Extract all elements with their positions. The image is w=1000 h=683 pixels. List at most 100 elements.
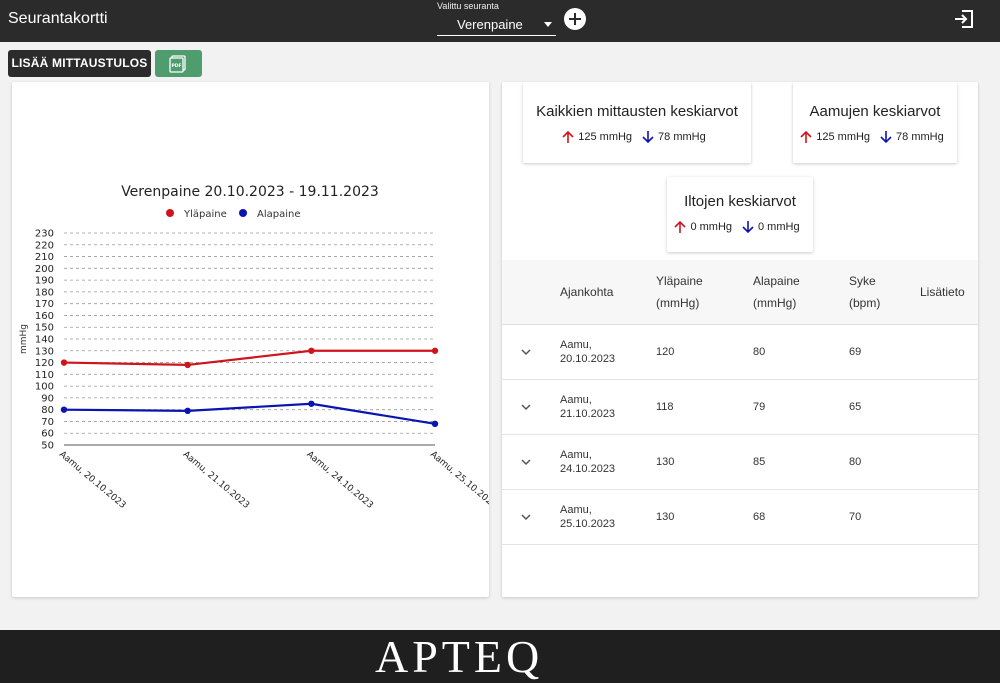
row-diastolic: 80 xyxy=(753,346,766,358)
chevron-down-icon xyxy=(544,22,552,27)
chevron-down-icon[interactable] xyxy=(519,510,533,524)
header-diastolic-unit: (mmHg) xyxy=(753,296,797,310)
row-time: Aamu, 21.10.2023 xyxy=(560,393,640,421)
average-mornings-card: Aamujen keskiarvot 125 mmHg 78 mmHg xyxy=(793,82,957,163)
y-tick-label: 160 xyxy=(35,311,54,322)
row-diastolic: 68 xyxy=(753,511,766,523)
row-pulse: 80 xyxy=(849,456,862,468)
row-time-part: Aamu, xyxy=(560,394,592,406)
y-axis-label: mmHg xyxy=(19,324,29,354)
row-diastolic: 85 xyxy=(753,456,766,468)
data-point xyxy=(308,347,315,354)
app-title: Seurantakortti xyxy=(8,10,108,27)
chevron-down-icon[interactable] xyxy=(519,345,533,359)
row-date: 21.10.2023 xyxy=(560,408,616,420)
average-evenings-systolic: 0 mmHg xyxy=(690,221,732,233)
legend-label: Yläpaine xyxy=(183,209,227,220)
y-tick-label: 120 xyxy=(35,358,54,369)
y-tick-label: 110 xyxy=(35,370,54,381)
table-row[interactable]: Aamu, 24.10.2023 130 85 80 xyxy=(502,435,978,490)
arrow-down-icon xyxy=(742,221,754,234)
add-tracker-button[interactable] xyxy=(564,8,586,30)
tracker-select-value: Verenpaine xyxy=(457,17,523,32)
table-row[interactable]: Aamu, 21.10.2023 118 79 65 xyxy=(502,380,978,435)
x-tick-label: Aamu, 21.10.2023 xyxy=(181,450,251,511)
y-tick-label: 90 xyxy=(41,393,54,404)
add-measurement-button[interactable]: LISÄÄ MITTAUSTULOS xyxy=(8,50,151,77)
average-all-title: Kaikkien mittausten keskiarvot xyxy=(536,103,738,120)
logout-icon[interactable] xyxy=(954,10,974,28)
x-tick-label: Aamu, 25.10.2023 xyxy=(428,450,489,511)
y-tick-label: 140 xyxy=(35,335,54,346)
y-tick-label: 100 xyxy=(35,382,54,393)
y-tick-label: 150 xyxy=(35,323,54,334)
chevron-down-icon[interactable] xyxy=(519,455,533,469)
row-diastolic: 79 xyxy=(753,401,766,413)
header-systolic-label: Yläpaine xyxy=(656,274,703,288)
row-date: 25.10.2023 xyxy=(560,518,616,530)
row-date: 20.10.2023 xyxy=(560,353,616,365)
row-date: 24.10.2023 xyxy=(560,463,616,475)
chevron-down-icon[interactable] xyxy=(519,400,533,414)
data-point xyxy=(308,400,315,407)
table-header: Ajankohta Yläpaine (mmHg) Alapaine (mmHg… xyxy=(502,260,978,325)
data-point xyxy=(431,347,439,354)
y-tick-label: 200 xyxy=(35,264,54,275)
average-all-systolic: 125 mmHg xyxy=(578,131,633,143)
average-evenings-card: Iltojen keskiarvot 0 mmHg 0 mmHg xyxy=(667,177,813,252)
pdf-icon: PDF xyxy=(169,55,186,73)
average-mornings-systolic: 125 mmHg xyxy=(816,131,871,143)
average-all-diastolic: 78 mmHg xyxy=(658,131,706,143)
average-evenings-title: Iltojen keskiarvot xyxy=(684,193,796,210)
data-point xyxy=(184,407,191,415)
y-tick-label: 170 xyxy=(35,299,54,310)
row-pulse: 70 xyxy=(849,511,862,523)
arrow-up-icon xyxy=(674,220,687,233)
pdf-icon-text: PDF xyxy=(171,63,181,69)
blood-pressure-chart: Verenpaine 20.10.2023 - 19.11.2023 Yläpai… xyxy=(19,184,498,511)
header-pulse-label: Syke xyxy=(849,274,876,288)
y-tick-label: 50 xyxy=(41,441,54,452)
series-line xyxy=(63,402,436,425)
app-header: Seurantakortti Valittu seuranta Verenpai… xyxy=(0,0,1000,42)
y-tick-label: 190 xyxy=(35,276,54,287)
legend-marker xyxy=(239,209,247,217)
row-systolic: 130 xyxy=(656,456,675,468)
row-time-part: Aamu, xyxy=(560,449,592,461)
arrow-up-icon xyxy=(800,130,812,143)
footer xyxy=(0,630,1000,683)
x-tick-label: Aamu, 24.10.2023 xyxy=(304,450,374,511)
row-pulse: 65 xyxy=(849,401,862,413)
header-systolic-unit: (mmHg) xyxy=(656,296,700,310)
y-tick-label: 210 xyxy=(35,252,54,263)
row-systolic: 120 xyxy=(656,346,675,358)
data-point xyxy=(431,420,439,427)
table-row[interactable]: Aamu, 20.10.2023 120 80 69 xyxy=(502,325,978,380)
table-row[interactable]: Aamu, 25.10.2023 130 68 70 xyxy=(502,490,978,545)
row-systolic: 118 xyxy=(656,401,674,413)
y-tick-label: 130 xyxy=(35,346,54,357)
header-info: Lisätieto xyxy=(920,285,965,299)
header-pulse: Syke (bpm) xyxy=(849,270,880,314)
header-time: Ajankohta xyxy=(560,285,614,299)
data-point xyxy=(60,359,68,366)
average-mornings-title: Aamujen keskiarvot xyxy=(809,103,941,120)
chart-title: Verenpaine 20.10.2023 - 19.11.2023 xyxy=(121,184,379,200)
arrow-down-icon xyxy=(880,131,892,144)
average-mornings-diastolic: 78 mmHg xyxy=(896,131,944,143)
series-line xyxy=(63,349,435,367)
average-all-card: Kaikkien mittausten keskiarvot 125 mmHg … xyxy=(523,82,751,163)
data-point xyxy=(60,406,68,413)
row-time: Aamu, 25.10.2023 xyxy=(560,503,640,531)
tracker-select[interactable]: Valittu seuranta Verenpaine xyxy=(437,1,556,36)
x-tick-label: Aamu, 20.10.2023 xyxy=(57,450,127,511)
pdf-export-button[interactable]: PDF xyxy=(155,50,202,77)
y-tick-label: 60 xyxy=(41,429,54,440)
y-tick-label: 80 xyxy=(41,405,54,416)
row-time-part: Aamu, xyxy=(560,504,592,516)
average-evenings-diastolic: 0 mmHg xyxy=(758,221,800,233)
row-time-part: Aamu, xyxy=(560,339,592,351)
row-time: Aamu, 24.10.2023 xyxy=(560,448,640,476)
row-systolic: 130 xyxy=(656,511,675,523)
apteq-logo: APTEQ xyxy=(375,631,544,682)
